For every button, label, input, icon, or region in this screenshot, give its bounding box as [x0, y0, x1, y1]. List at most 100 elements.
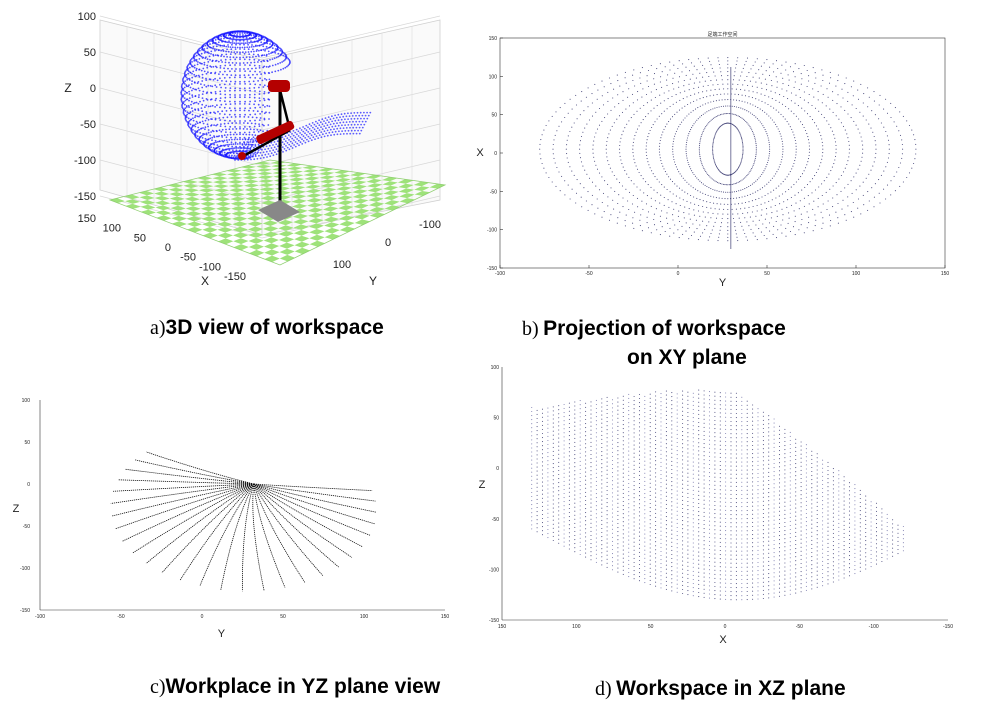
workspace-point [702, 113, 704, 115]
workspace-point [199, 47, 202, 49]
workspace-point [719, 183, 722, 185]
workspace-point [579, 452, 581, 454]
workspace-point [243, 74, 246, 77]
workspace-point [259, 83, 261, 86]
workspace-point [568, 499, 570, 501]
workspace-point [736, 182, 738, 184]
workspace-point [580, 100, 582, 102]
workspace-point [628, 462, 630, 464]
workspace-point [795, 142, 797, 144]
workspace-point [719, 229, 721, 231]
workspace-point [563, 468, 565, 470]
workspace-point [820, 135, 822, 137]
workspace-point [752, 76, 754, 78]
workspace-point [634, 162, 636, 164]
workspace-point [772, 63, 774, 65]
workspace-point [263, 39, 266, 41]
fan-line [146, 451, 254, 485]
workspace-point [285, 145, 287, 147]
workspace-point [597, 89, 599, 91]
workspace-point [761, 123, 763, 125]
workspace-point [644, 493, 646, 495]
workspace-point [234, 58, 237, 61]
workspace-point [755, 224, 757, 226]
workspace-point [622, 492, 624, 494]
workspace-point [333, 128, 335, 131]
workspace-point [250, 158, 252, 161]
workspace-point [568, 467, 570, 469]
workspace-point [590, 458, 592, 460]
workspace-point [672, 148, 674, 150]
workspace-point [638, 491, 641, 493]
workspace-point [860, 83, 862, 85]
workspace-point [712, 145, 714, 147]
workspace-point [242, 62, 245, 64]
floor-tile [263, 226, 279, 232]
workspace-point [868, 96, 870, 98]
workspace-point [795, 145, 797, 147]
workspace-point [668, 90, 670, 92]
workspace-point [345, 127, 348, 129]
workspace-point [713, 196, 715, 198]
workspace-point [558, 461, 560, 463]
workspace-point [618, 194, 620, 196]
workspace-point [801, 107, 803, 109]
workspace-point [312, 136, 315, 139]
workspace-point [649, 579, 651, 581]
workspace-point [720, 203, 722, 205]
workspace-point [730, 127, 732, 129]
x-tick-label: -100 [869, 624, 879, 630]
workspace-point [878, 104, 880, 106]
workspace-point [708, 122, 710, 124]
workspace-point [364, 114, 367, 117]
workspace-point [718, 236, 720, 238]
workspace-point [678, 187, 681, 189]
workspace-point [590, 445, 592, 447]
workspace-point [274, 52, 277, 54]
workspace-point [221, 136, 224, 138]
workspace-point [649, 507, 651, 509]
workspace-point [350, 118, 353, 120]
workspace-point [536, 490, 538, 492]
workspace-point [713, 179, 715, 181]
workspace-point [660, 137, 662, 139]
workspace-point [661, 162, 663, 165]
floor-tile [227, 172, 243, 177]
workspace-point [879, 202, 881, 204]
workspace-point [758, 197, 760, 199]
workspace-point [840, 122, 842, 124]
workspace-point [552, 422, 554, 424]
workspace-point [568, 475, 570, 477]
workspace-point [356, 117, 359, 120]
workspace-point [622, 521, 624, 523]
workspace-point [226, 48, 229, 51]
workspace-point [188, 97, 191, 99]
workspace-point [223, 106, 226, 109]
workspace-point [258, 86, 260, 89]
workspace-point [699, 116, 701, 118]
workspace-point [782, 148, 784, 150]
workspace-point [558, 502, 560, 504]
workspace-point [740, 89, 742, 91]
floor-tile [337, 200, 354, 206]
workspace-point [693, 209, 695, 211]
workspace-point [835, 85, 837, 87]
workspace-point [679, 173, 681, 175]
workspace-point [696, 197, 698, 199]
workspace-point [558, 421, 560, 423]
workspace-point [601, 201, 603, 204]
floor-tile [169, 192, 185, 197]
workspace-point [638, 519, 641, 521]
workspace-point [668, 206, 670, 208]
workspace-point [230, 74, 233, 76]
workspace-point [252, 136, 255, 139]
workspace-point [730, 243, 732, 245]
workspace-point [885, 98, 887, 100]
workspace-point [814, 225, 816, 227]
workspace-point [795, 181, 797, 183]
floor-tile [228, 183, 244, 188]
workspace-point [835, 115, 837, 117]
workspace-point [621, 134, 623, 136]
workspace-point [192, 119, 195, 122]
